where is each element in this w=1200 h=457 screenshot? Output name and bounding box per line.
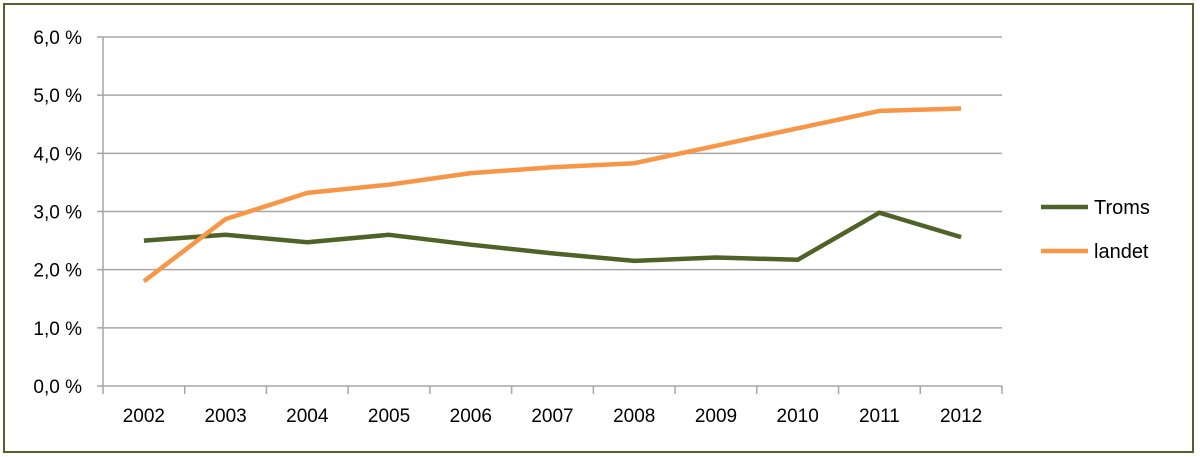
x-tick-label: 2012: [940, 406, 982, 427]
y-tick-label: 5,0 %: [33, 86, 82, 107]
x-tick-label: 2010: [777, 406, 819, 427]
gridlines: [103, 36, 1002, 329]
x-tick-label: 2002: [123, 406, 165, 427]
x-tick-label: 2005: [368, 406, 410, 427]
y-tick-label: 6,0 %: [33, 28, 82, 49]
series-line-troms: [143, 210, 962, 264]
legend: Troms landet: [1041, 197, 1150, 263]
chart-frame: [3, 3, 1194, 453]
y-tick-label: 4,0 %: [33, 144, 82, 165]
legend-label: Troms: [1094, 197, 1150, 219]
y-tick-label: 0,0 %: [33, 377, 82, 398]
legend-label: landet: [1094, 241, 1149, 263]
x-tick-label: 2004: [286, 406, 329, 427]
y-tick-label: 1,0 %: [33, 319, 82, 340]
y-axis-ticks: 0,0 % 1,0 % 2,0 % 3,0 % 4,0 % 5,0 % 6,0 %: [33, 28, 103, 398]
x-tick-label: 2007: [531, 406, 573, 427]
series-line-landet: [142, 106, 962, 284]
series-lines: [142, 106, 962, 284]
x-tick-label: 2006: [450, 406, 492, 427]
x-tick-label: 2003: [204, 406, 246, 427]
x-tick-label: 2011: [859, 406, 900, 427]
x-tick-label: 2009: [695, 406, 737, 427]
y-tick-label: 3,0 %: [33, 203, 82, 224]
x-axis-ticks: 2002 2003 2004 2005 2006 2007 2008 2009 2010 2011…: [102, 386, 1003, 427]
y-tick-label: 2,0 %: [33, 261, 82, 282]
x-tick-label: 2008: [613, 406, 655, 427]
